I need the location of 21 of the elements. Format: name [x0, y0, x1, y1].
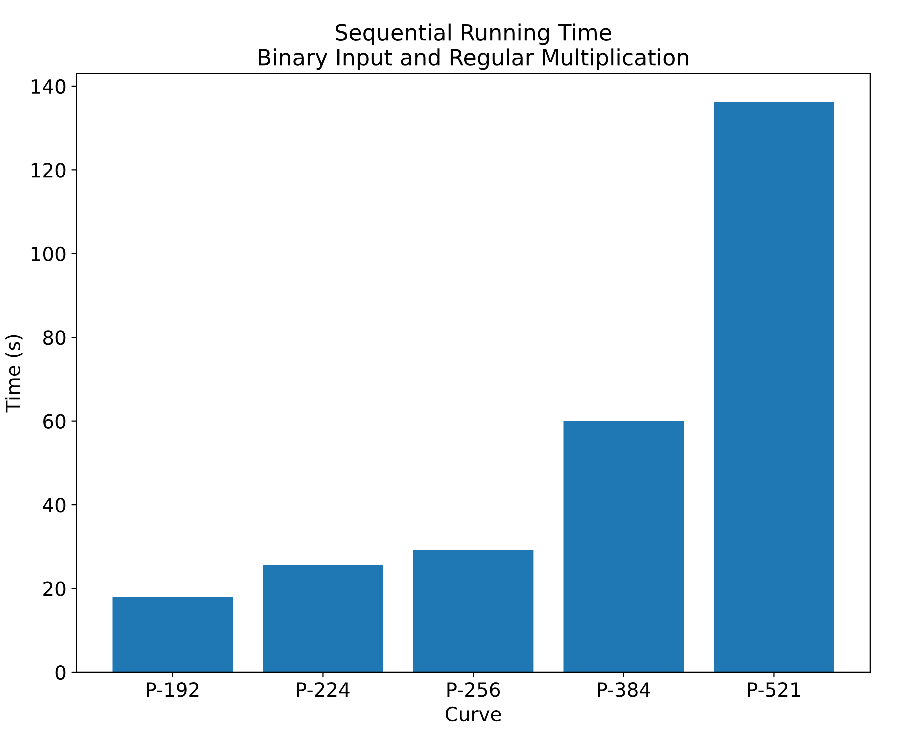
bar: [564, 421, 684, 672]
y-tick-label: 80: [44, 330, 66, 346]
y-tick-label: 120: [32, 163, 66, 178]
x-tick-label: P-384: [598, 682, 651, 698]
y-tick-label: 60: [44, 414, 66, 429]
x-tick-label: P-224: [297, 682, 350, 697]
y-tick-label: 0: [56, 665, 66, 680]
bar: [413, 550, 534, 672]
x-tick-label: P-521: [748, 682, 800, 698]
bar: [112, 597, 234, 672]
y-tick-label: 40: [43, 498, 66, 513]
y-tick-label: 100: [32, 246, 66, 262]
y-axis-title: Time (s): [5, 335, 23, 413]
x-tick-label: P-256: [448, 682, 500, 698]
y-tick-label: 140: [32, 79, 66, 94]
x-tick-label: P-192: [147, 682, 199, 698]
bar: [263, 565, 384, 672]
bar: [714, 102, 834, 672]
y-tick-label: 20: [44, 582, 66, 596]
x-axis-title: Curve: [446, 706, 502, 722]
chart-title: Sequential Running Time Binary Input and Regular Multiplication: [259, 24, 688, 70]
